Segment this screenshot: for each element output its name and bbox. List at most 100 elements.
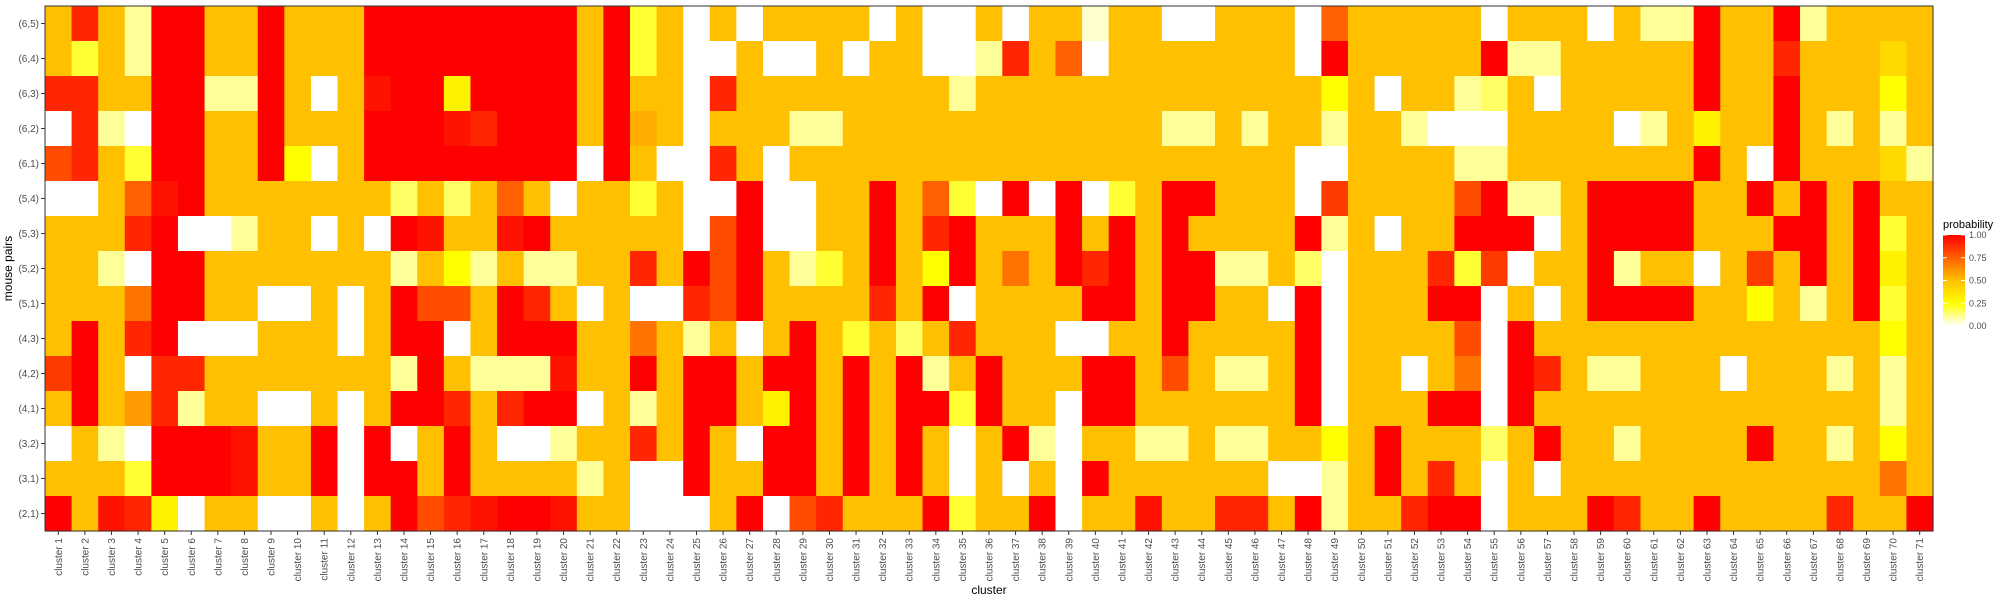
x-tick-label: cluster 68 [1835, 538, 1846, 582]
heatmap-cell [284, 251, 312, 287]
x-tick-label: cluster 48 [1304, 538, 1315, 582]
heatmap-cell [550, 321, 578, 357]
heatmap-cell [656, 391, 684, 427]
heatmap-cell [1401, 111, 1429, 147]
heatmap-cell [1454, 461, 1482, 497]
heatmap-cell [576, 461, 605, 497]
heatmap-cell [789, 181, 817, 217]
heatmap-cell [1587, 41, 1615, 77]
x-tick-label: cluster 32 [878, 538, 889, 582]
heatmap-cell [177, 76, 206, 112]
heatmap-cell [789, 426, 817, 462]
heatmap-cell [45, 496, 73, 532]
heatmap-cell [1374, 76, 1402, 112]
heatmap-cell [1161, 356, 1190, 392]
heatmap-cell [603, 321, 631, 357]
heatmap-cell [1135, 321, 1163, 357]
heatmap-cell [1587, 286, 1615, 322]
heatmap-cell [1879, 216, 1908, 252]
heatmap-cell [45, 146, 73, 182]
heatmap-cell [1773, 321, 1801, 357]
heatmap-cell [1374, 321, 1402, 357]
x-tick-label: cluster 40 [1091, 538, 1102, 582]
heatmap-cell [390, 111, 418, 147]
heatmap-cell [98, 496, 126, 532]
heatmap-cell [523, 286, 551, 322]
heatmap-cell [1613, 6, 1642, 42]
heatmap-cell [1507, 426, 1535, 462]
heatmap-cell [1534, 251, 1562, 287]
heatmap-cell [1613, 461, 1642, 497]
heatmap-cell [1215, 286, 1243, 322]
heatmap-cell [1028, 76, 1057, 112]
heatmap-cell [443, 251, 472, 287]
heatmap-cell [1294, 41, 1322, 77]
heatmap-cell [364, 286, 392, 322]
heatmap-cell [1720, 251, 1748, 287]
y-tick-label: (5,1) [18, 299, 39, 310]
heatmap-cell [364, 216, 392, 252]
heatmap-cell [1773, 41, 1801, 77]
heatmap-cell [1135, 356, 1163, 392]
heatmap-cell [1826, 286, 1854, 322]
heatmap-cell [683, 286, 711, 322]
heatmap-cell [1082, 181, 1110, 217]
heatmap-cell [204, 216, 232, 252]
heatmap-cell [709, 181, 737, 217]
heatmap-cell [497, 496, 525, 532]
heatmap-cell [922, 181, 950, 217]
heatmap-cell [1454, 391, 1482, 427]
heatmap-cell [1853, 41, 1881, 77]
heatmap-cell [1853, 321, 1881, 357]
heatmap-cell [869, 6, 897, 42]
heatmap-cell [1613, 146, 1642, 182]
heatmap-cell [1427, 251, 1455, 287]
heatmap-cell [603, 216, 631, 252]
heatmap-cell [1161, 111, 1190, 147]
heatmap-cell [390, 426, 418, 462]
heatmap-cell [1215, 41, 1243, 77]
heatmap-cell [1188, 321, 1216, 357]
heatmap-cell [576, 286, 605, 322]
heatmap-cell [869, 146, 897, 182]
heatmap-cell [576, 111, 605, 147]
heatmap-cell [470, 426, 498, 462]
x-tick-label: cluster 62 [1676, 538, 1687, 582]
heatmap-cell [1268, 461, 1296, 497]
heatmap-cell [417, 461, 445, 497]
heatmap-cell [1800, 6, 1828, 42]
heatmap-cell [497, 76, 525, 112]
heatmap-cell [975, 286, 1003, 322]
heatmap-cell [1640, 216, 1668, 252]
heatmap-cell [869, 391, 897, 427]
heatmap-cell [1826, 321, 1854, 357]
y-tick-label: (6,2) [18, 124, 39, 135]
heatmap-cell [630, 391, 658, 427]
heatmap-cell [284, 356, 312, 392]
legend-title: probability [1943, 219, 1994, 231]
heatmap-cell [124, 426, 152, 462]
heatmap-cell [1534, 461, 1562, 497]
heatmap-cell [1082, 461, 1110, 497]
heatmap-cell [1082, 251, 1110, 287]
heatmap-cell [762, 286, 791, 322]
heatmap-cell [1454, 426, 1482, 462]
heatmap-cell [1667, 41, 1695, 77]
heatmap-cell [1800, 216, 1828, 252]
heatmap-cell [1613, 426, 1642, 462]
heatmap-cell [1826, 111, 1854, 147]
heatmap-cell [364, 461, 392, 497]
heatmap-cell [922, 111, 950, 147]
heatmap-cell [1055, 111, 1083, 147]
heatmap-cell [523, 76, 551, 112]
heatmap-cell [656, 216, 684, 252]
heatmap-cell [231, 216, 259, 252]
heatmap-cell [1374, 356, 1402, 392]
heatmap-cell [869, 41, 897, 77]
x-tick-label: cluster 29 [798, 538, 809, 582]
heatmap-cell [1374, 216, 1402, 252]
heatmap-cell [71, 426, 99, 462]
heatmap-cell [284, 461, 312, 497]
heatmap-cell [364, 251, 392, 287]
heatmap-cell [1321, 216, 1349, 252]
